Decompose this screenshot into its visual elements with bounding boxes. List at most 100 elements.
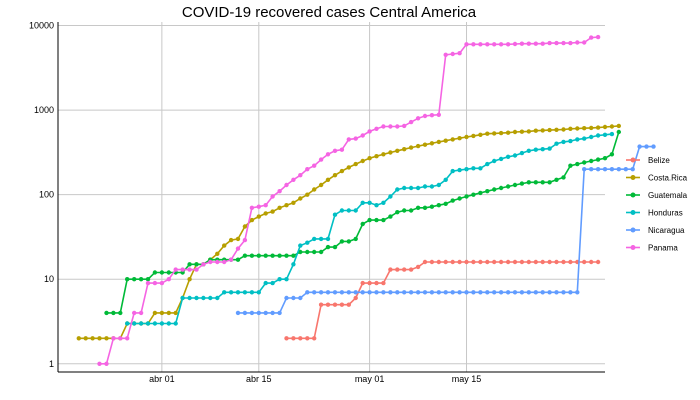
data-point <box>208 295 213 301</box>
data-point <box>235 246 241 251</box>
data-point <box>374 154 379 159</box>
data-point <box>609 124 615 129</box>
data-point <box>630 167 635 172</box>
data-point <box>312 163 317 168</box>
data-point <box>360 200 365 205</box>
data-point <box>492 187 497 192</box>
data-point <box>201 295 206 301</box>
data-point <box>242 237 248 243</box>
data-point <box>318 249 324 255</box>
data-point <box>346 137 351 142</box>
data-point <box>228 290 234 295</box>
data-point <box>152 310 158 316</box>
data-point <box>533 180 538 185</box>
data-point <box>242 253 248 258</box>
data-point <box>332 173 338 178</box>
data-point <box>519 129 525 134</box>
series-line <box>238 145 654 314</box>
data-point <box>561 40 566 46</box>
data-point <box>492 131 497 136</box>
data-point <box>381 217 386 223</box>
data-point <box>429 290 435 295</box>
data-point <box>561 139 566 145</box>
x-tick-label: may 15 <box>452 374 482 384</box>
legend-item: Panama <box>626 244 678 253</box>
data-point <box>526 148 531 153</box>
data-point <box>616 167 621 172</box>
data-point <box>104 361 109 366</box>
data-point <box>547 127 552 133</box>
data-point <box>422 290 428 295</box>
data-point <box>339 168 345 174</box>
data-point <box>429 141 435 146</box>
data-point <box>125 321 130 326</box>
data-point <box>173 267 178 272</box>
data-point <box>235 236 241 242</box>
data-point <box>249 217 255 223</box>
data-point <box>353 295 358 301</box>
data-point <box>166 310 171 316</box>
data-point <box>602 167 608 172</box>
data-point <box>270 310 275 316</box>
data-point <box>222 259 227 265</box>
data-point <box>429 184 435 189</box>
data-point <box>104 310 109 316</box>
data-point <box>145 277 151 282</box>
data-point <box>408 208 414 213</box>
data-point <box>485 42 490 47</box>
data-point <box>554 40 559 46</box>
data-point <box>125 336 130 341</box>
data-point <box>561 127 566 132</box>
y-tick-label: 1000 <box>34 105 54 115</box>
data-point <box>381 200 386 205</box>
data-point <box>547 40 552 46</box>
data-point <box>312 249 317 255</box>
data-point <box>582 126 587 131</box>
series-line <box>286 261 599 340</box>
data-point <box>554 177 559 182</box>
data-point <box>457 196 462 201</box>
data-point <box>492 158 497 164</box>
data-point <box>318 290 324 295</box>
data-point <box>575 161 580 167</box>
data-point <box>402 290 407 295</box>
data-point <box>436 182 441 188</box>
data-point <box>436 112 441 118</box>
data-point <box>111 310 116 316</box>
data-point <box>152 321 158 326</box>
data-point <box>270 209 275 214</box>
data-point <box>408 267 414 272</box>
data-point <box>637 144 642 149</box>
data-point <box>533 128 538 133</box>
data-point <box>270 280 275 286</box>
data-point <box>381 124 386 129</box>
data-point <box>187 295 192 301</box>
data-point <box>388 150 393 155</box>
data-point <box>602 156 608 161</box>
data-point <box>478 290 483 295</box>
data-point <box>159 321 165 326</box>
data-point <box>512 182 518 188</box>
data-point <box>471 192 476 197</box>
data-point <box>498 156 504 162</box>
data-point <box>332 148 338 153</box>
data-point <box>408 290 414 295</box>
data-point <box>582 259 587 265</box>
data-point <box>222 243 227 248</box>
data-point <box>256 214 261 219</box>
data-point <box>291 177 296 182</box>
data-point <box>443 138 448 143</box>
data-point <box>318 182 324 188</box>
data-point <box>526 290 531 295</box>
data-point <box>478 132 483 137</box>
y-tick-label: 10000 <box>29 21 54 31</box>
data-point <box>436 290 441 295</box>
data-point <box>568 259 573 265</box>
data-point <box>609 152 615 157</box>
data-point <box>443 201 448 206</box>
data-point <box>651 144 656 149</box>
data-point <box>325 236 331 242</box>
data-point <box>277 189 282 194</box>
axes: abr 01 abr 15 may 01 may 15 1 10 100 1000 10000 <box>29 21 605 384</box>
